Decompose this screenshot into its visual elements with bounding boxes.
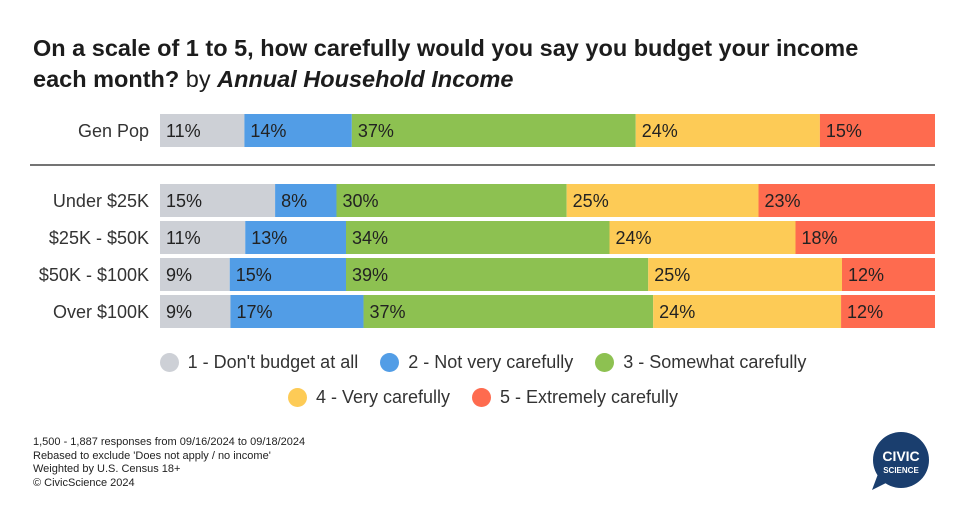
data-label: 24% xyxy=(616,228,652,248)
logo-text-top: CIVIC xyxy=(882,448,919,464)
legend-item-5: 5 - Extremely carefully xyxy=(472,387,678,408)
logo-bubble xyxy=(873,432,929,488)
bar-segment xyxy=(160,295,231,328)
data-label: 14% xyxy=(250,121,286,141)
bar-segment xyxy=(244,114,352,147)
legend-swatch-3 xyxy=(595,353,615,372)
bar-segment xyxy=(842,258,935,291)
title-dimension: Annual Household Income xyxy=(217,66,514,92)
logo-bubble-tail xyxy=(872,474,888,490)
footer-rebased: Rebased to exclude 'Does not apply / no … xyxy=(33,449,271,462)
category-label: Over $100K xyxy=(53,302,149,322)
data-label: 25% xyxy=(654,265,690,285)
data-label: 11% xyxy=(166,121,201,141)
chart-title: On a scale of 1 to 5, how carefully woul… xyxy=(33,33,913,95)
bar-segment xyxy=(648,258,842,291)
footer-weighted: Weighted by U.S. Census 18+ xyxy=(33,463,181,475)
bar-segment xyxy=(245,221,346,254)
bar-segment xyxy=(160,258,230,291)
data-label: 15% xyxy=(166,191,202,211)
bar-segment xyxy=(635,114,820,147)
data-label: 18% xyxy=(802,228,838,248)
bar-segment xyxy=(351,114,636,147)
data-label: 12% xyxy=(847,302,883,322)
data-label: 11% xyxy=(166,228,201,248)
legend-swatch-2 xyxy=(380,353,400,372)
data-label: 34% xyxy=(352,228,388,248)
bar-segment xyxy=(336,184,567,217)
title-main: On a scale of 1 to 5, how carefully woul… xyxy=(33,35,859,92)
data-label: 39% xyxy=(352,265,388,285)
data-label: 37% xyxy=(370,302,406,322)
bar-segment xyxy=(841,295,935,328)
data-label: 12% xyxy=(848,265,884,285)
data-label: 13% xyxy=(251,228,287,248)
legend-swatch-4 xyxy=(287,388,307,407)
bar-segment xyxy=(346,258,649,291)
legend-label-3: 3 - Somewhat carefully xyxy=(623,352,807,372)
footer-responses: 1,500 - 1,887 responses from 09/16/2024 … xyxy=(33,436,306,448)
legend-row-2: 4 - Very carefully 5 - Extremely careful… xyxy=(0,387,966,408)
stacked-bar-chart: Gen Pop 11% 14% 37% 24% 15% Under $25K 15% 8% 30%… xyxy=(30,114,935,328)
bar-segment xyxy=(160,114,245,147)
title-by: by xyxy=(185,66,211,92)
legend-swatch-1 xyxy=(159,353,179,372)
data-label: 17% xyxy=(236,302,272,322)
bar-segment xyxy=(653,295,842,328)
bar-segment xyxy=(230,295,364,328)
data-label: 30% xyxy=(342,191,378,211)
bar-segment xyxy=(758,184,935,217)
legend-label-4: 4 - Very carefully xyxy=(315,387,450,407)
category-label: Under $25K xyxy=(53,191,149,211)
legend-item-1: 1 - Don't budget at all xyxy=(159,352,359,373)
legend-label-1: 1 - Don't budget at all xyxy=(187,352,359,372)
category-label: Gen Pop xyxy=(78,121,149,141)
data-label: 9% xyxy=(166,265,192,285)
bar-segment xyxy=(346,221,610,254)
category-label: $25K - $50K xyxy=(49,228,149,248)
bar-segment xyxy=(275,184,337,217)
bar-segment xyxy=(566,184,759,217)
legend-row-1: 1 - Don't budget at all 2 - Not very car… xyxy=(0,352,966,373)
bar-segment xyxy=(229,258,346,291)
data-label: 8% xyxy=(281,191,307,211)
legend-label-2: 2 - Not very carefully xyxy=(408,352,574,372)
legend-item-2: 2 - Not very carefully xyxy=(380,352,573,373)
data-label: 24% xyxy=(642,121,678,141)
data-label: 23% xyxy=(765,191,801,211)
footer-copyright: © CivicScience 2024 xyxy=(33,476,135,489)
logo-text-bottom: SCIENCE xyxy=(883,466,919,475)
legend-item-4: 4 - Very carefully xyxy=(287,387,450,408)
bar-segment xyxy=(609,221,796,254)
bar-segment xyxy=(160,184,276,217)
data-label: 15% xyxy=(826,121,862,141)
legend-swatch-5 xyxy=(472,388,491,407)
category-label: $50K - $100K xyxy=(39,265,149,285)
bar-segment xyxy=(363,295,654,328)
data-label: 9% xyxy=(166,302,192,322)
bar-segment xyxy=(819,114,935,147)
bar-segment xyxy=(160,221,246,254)
bar-segment xyxy=(795,221,935,254)
data-label: 24% xyxy=(659,302,695,322)
data-label: 37% xyxy=(358,121,394,141)
footer-notes: 1,500 - 1,887 responses from 09/16/2024 … xyxy=(33,436,305,490)
data-label: 15% xyxy=(236,265,272,285)
legend-item-3: 3 - Somewhat carefully xyxy=(595,352,806,373)
legend-label-5: 5 - Extremely carefully xyxy=(500,387,679,407)
data-label: 25% xyxy=(573,191,609,211)
civicscience-logo: CIVIC SCIENCE xyxy=(872,432,929,490)
